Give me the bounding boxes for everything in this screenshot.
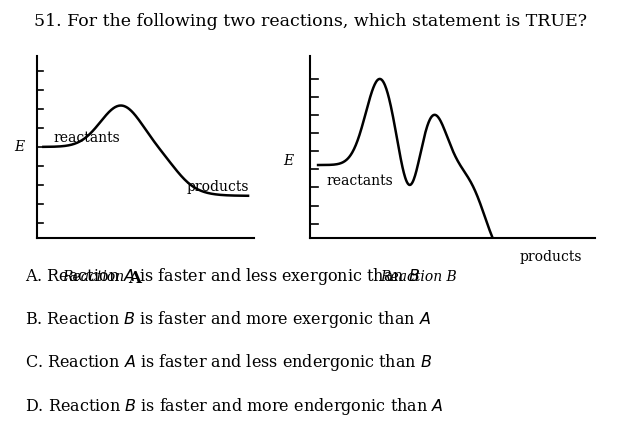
Text: D. Reaction $\mathit{B}$ is faster and more endergonic than $\mathit{A}$: D. Reaction $\mathit{B}$ is faster and m… — [25, 396, 443, 416]
Text: B. Reaction $\mathit{B}$ is faster and more exergonic than $\mathit{A}$: B. Reaction $\mathit{B}$ is faster and m… — [25, 309, 431, 330]
Text: Reaction: Reaction — [62, 270, 128, 284]
Text: products: products — [520, 250, 582, 264]
Text: E: E — [283, 154, 293, 168]
Text: reactants: reactants — [53, 131, 120, 145]
Text: A: A — [128, 270, 141, 287]
Text: 51. For the following two reactions, which statement is TRUE?: 51. For the following two reactions, whi… — [33, 13, 587, 30]
Text: A. Reaction $\mathit{A}$ is faster and less exergonic than $\mathit{B}$: A. Reaction $\mathit{A}$ is faster and l… — [25, 266, 420, 287]
Text: C. Reaction $\mathit{A}$ is faster and less endergonic than $\mathit{B}$: C. Reaction $\mathit{A}$ is faster and l… — [25, 353, 432, 373]
Text: Reaction B: Reaction B — [380, 270, 457, 284]
Text: E: E — [14, 140, 24, 154]
Text: reactants: reactants — [326, 174, 393, 187]
Text: products: products — [187, 180, 249, 194]
